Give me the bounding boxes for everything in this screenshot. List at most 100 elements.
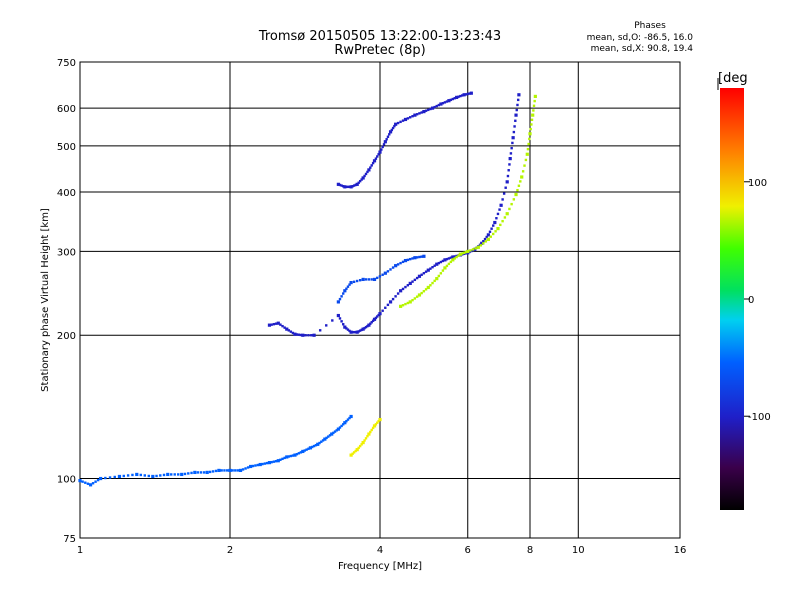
data-point <box>510 202 513 206</box>
data-point <box>449 260 453 264</box>
data-point <box>388 130 393 134</box>
data-point <box>503 216 507 219</box>
data-point <box>208 470 212 474</box>
data-point <box>308 446 313 450</box>
x-tick-label: 2 <box>227 545 233 556</box>
data-point <box>433 264 436 267</box>
data-point <box>396 263 400 266</box>
data-point <box>514 113 518 117</box>
data-point <box>469 91 473 95</box>
data-point <box>234 469 237 472</box>
data-point <box>355 182 359 186</box>
data-point <box>349 185 353 189</box>
y-tick-label: 750 <box>57 58 76 69</box>
data-point <box>429 267 432 270</box>
data-point <box>304 334 307 337</box>
data-point <box>514 119 517 122</box>
data-point <box>376 421 379 424</box>
colorbar-tick-label: -100 <box>748 412 771 423</box>
data-point <box>390 128 394 132</box>
data-point <box>249 464 253 469</box>
data-point <box>381 309 384 312</box>
data-point <box>333 430 337 433</box>
data-point <box>372 317 377 321</box>
colorbar-tick-label: 100 <box>748 178 767 189</box>
data-point <box>389 268 392 271</box>
data-point <box>348 283 351 286</box>
data-point <box>433 105 436 109</box>
data-point <box>394 264 398 268</box>
data-point <box>453 257 456 260</box>
data-point <box>355 330 359 334</box>
data-point <box>310 334 313 337</box>
data-point <box>406 117 410 120</box>
data-point <box>170 473 173 476</box>
data-point <box>343 421 347 425</box>
data-point <box>530 123 533 126</box>
data-point <box>325 324 328 327</box>
data-point <box>318 329 322 332</box>
phase-line-o: mean, sd,O: -86.5, 16.0 <box>587 33 694 43</box>
data-point <box>418 255 421 259</box>
data-point <box>530 118 534 121</box>
data-point <box>338 297 342 301</box>
data-point <box>524 158 528 162</box>
data-point <box>295 333 299 336</box>
data-point <box>401 119 405 122</box>
x-tick-label: 10 <box>572 545 585 556</box>
data-point <box>360 443 363 446</box>
data-point <box>342 185 345 188</box>
data-point <box>369 322 372 325</box>
data-point <box>307 334 310 337</box>
data-point <box>449 256 453 259</box>
data-point <box>351 452 354 455</box>
data-point <box>374 157 378 160</box>
data-point <box>388 300 393 304</box>
data-point <box>447 257 451 260</box>
data-point <box>511 136 515 140</box>
data-point <box>336 427 340 431</box>
data-point <box>345 287 348 290</box>
data-point <box>462 251 466 255</box>
data-point <box>346 285 350 288</box>
data-point <box>505 212 509 216</box>
data-point <box>480 241 484 245</box>
data-point <box>199 471 203 474</box>
data-point <box>299 333 303 337</box>
data-point <box>485 235 488 239</box>
data-point <box>297 452 301 455</box>
data-point <box>413 256 417 260</box>
data-point <box>415 256 419 259</box>
data-point <box>151 474 155 479</box>
data-point <box>445 264 449 268</box>
data-point <box>403 258 408 263</box>
data-point <box>394 122 398 126</box>
data-point <box>357 330 360 333</box>
data-point <box>316 442 320 446</box>
data-point <box>94 480 97 483</box>
data-point <box>404 302 407 306</box>
data-point <box>166 472 170 477</box>
data-point <box>86 482 90 485</box>
data-point <box>483 237 487 241</box>
data-point <box>320 440 323 443</box>
data-point <box>495 217 498 220</box>
data-point <box>476 245 480 249</box>
data-point <box>391 297 395 301</box>
data-point <box>408 281 412 286</box>
data-point <box>437 261 441 265</box>
data-point <box>312 444 316 448</box>
data-point <box>378 312 382 316</box>
data-point <box>312 333 316 337</box>
data-point <box>352 330 356 334</box>
data-point <box>307 447 310 450</box>
data-point <box>437 103 441 107</box>
data-point <box>420 291 423 295</box>
data-point <box>370 428 373 432</box>
data-point <box>431 281 434 285</box>
data-point <box>205 470 209 475</box>
data-point <box>363 326 366 330</box>
data-point <box>289 330 293 333</box>
data-point <box>447 262 451 266</box>
data-point <box>383 140 387 144</box>
